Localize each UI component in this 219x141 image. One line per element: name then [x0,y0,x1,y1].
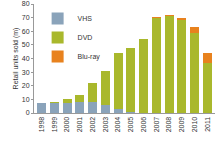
svg-text:DVD: DVD [78,34,93,41]
svg-text:2002: 2002 [89,117,96,133]
svg-text:0: 0 [26,109,30,116]
svg-text:Blu-ray: Blu-ray [78,53,101,61]
svg-text:80: 80 [22,0,30,7]
svg-text:2008: 2008 [165,117,172,133]
svg-text:2011: 2011 [204,117,211,132]
svg-text:70: 70 [22,14,30,21]
svg-text:2009: 2009 [178,117,185,133]
svg-text:60: 60 [22,28,30,35]
svg-text:2003: 2003 [102,117,109,133]
svg-text:2007: 2007 [153,117,160,133]
svg-text:Retail units sold (m): Retail units sold (m) [12,28,20,90]
svg-text:20: 20 [22,82,30,89]
svg-text:2005: 2005 [127,117,134,133]
svg-text:1998: 1998 [38,117,45,133]
svg-text:VHS: VHS [78,15,93,22]
svg-text:2000: 2000 [63,117,70,133]
svg-text:2006: 2006 [140,117,147,133]
svg-text:2010: 2010 [191,117,198,133]
svg-text:1999: 1999 [51,117,58,133]
svg-text:2004: 2004 [114,117,121,133]
svg-text:50: 50 [22,41,30,48]
svg-text:40: 40 [22,55,30,62]
svg-text:2001: 2001 [76,117,83,133]
svg-text:30: 30 [22,69,30,76]
svg-text:10: 10 [22,96,30,103]
